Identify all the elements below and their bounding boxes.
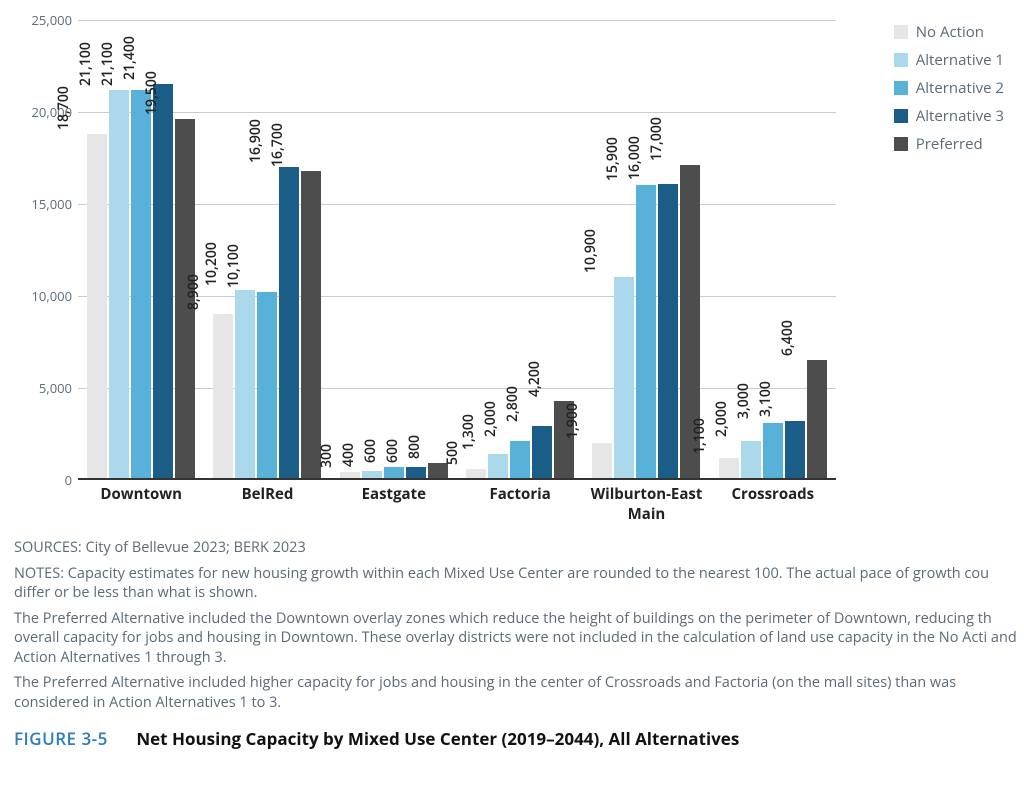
legend-label: Alternative 1 xyxy=(916,50,1004,70)
bar-alt2: 3,000 xyxy=(763,423,783,478)
bar-alt1: 10,200 xyxy=(235,290,255,478)
notes-block: SOURCES: City of Bellevue 2023; BERK 202… xyxy=(0,528,1024,713)
legend-item: Preferred xyxy=(894,134,1004,154)
bar-alt3: 3,100 xyxy=(785,421,805,478)
bar-group: 1,90010,90015,90016,00017,000 xyxy=(583,20,709,478)
sources-line: SOURCES: City of Bellevue 2023; BERK 202… xyxy=(14,538,1024,558)
bar-preferred: 16,700 xyxy=(301,171,321,478)
bar-value-label: 18,700 xyxy=(54,86,73,134)
bar-alt1: 400 xyxy=(362,471,382,478)
legend-item: Alternative 1 xyxy=(894,50,1004,70)
bar-value-label: 800 xyxy=(405,435,424,463)
bar-no_action: 8,900 xyxy=(213,314,233,478)
bar-alt2: 600 xyxy=(384,467,404,478)
bar-value-label: 600 xyxy=(383,439,402,467)
y-tick-label: 10,000 xyxy=(20,287,72,305)
bar-alt1: 10,900 xyxy=(614,277,634,478)
legend-swatch xyxy=(894,25,908,39)
bar-group: 300400600600800 xyxy=(331,20,457,478)
bar-alt2: 21,100 xyxy=(131,90,151,478)
bar-group: 18,70021,10021,10021,40019,500 xyxy=(78,20,204,478)
plot-area: 05,00010,00015,00020,00025,000 18,70021,… xyxy=(78,20,836,480)
bar-value-label: 8,900 xyxy=(185,274,204,314)
legend-item: Alternative 3 xyxy=(894,106,1004,126)
bar-alt3: 600 xyxy=(406,467,426,478)
legend-label: No Action xyxy=(916,22,984,42)
x-axis-labels: DowntownBelRedEastgateFactoriaWilburton-… xyxy=(78,484,836,524)
bar-no_action: 500 xyxy=(466,469,486,478)
bar-value-label: 1,100 xyxy=(690,418,709,458)
bar-value-label: 1,300 xyxy=(459,414,478,454)
bar-no_action: 1,100 xyxy=(719,458,739,478)
bar-value-label: 16,700 xyxy=(269,123,288,171)
legend-item: Alternative 2 xyxy=(894,78,1004,98)
bar-alt1: 21,100 xyxy=(109,90,129,478)
bar-value-label: 21,100 xyxy=(76,42,95,90)
legend-swatch xyxy=(894,137,908,151)
bar-groups: 18,70021,10021,10021,40019,5008,90010,20… xyxy=(78,20,836,478)
category-label: Crossroads xyxy=(710,484,836,524)
note-line: The Preferred Alternative included highe… xyxy=(14,673,1024,712)
bar-no_action: 300 xyxy=(340,472,360,478)
y-tick-label: 15,000 xyxy=(20,195,72,213)
bar-value-label: 2,000 xyxy=(712,401,731,441)
bar-value-label: 600 xyxy=(361,439,380,467)
note-line: The Preferred Alternative included the D… xyxy=(14,609,1024,668)
legend-label: Alternative 2 xyxy=(916,78,1004,98)
y-tick-label: 0 xyxy=(20,471,72,489)
legend-swatch xyxy=(894,109,908,123)
bar-no_action: 18,700 xyxy=(87,134,107,478)
bar-value-label: 21,400 xyxy=(120,36,139,84)
bar-value-label: 10,200 xyxy=(203,242,222,290)
figure-title: Net Housing Capacity by Mixed Use Center… xyxy=(136,727,739,750)
bar-value-label: 10,900 xyxy=(582,230,601,278)
bar-alt1: 1,300 xyxy=(488,454,508,478)
y-tick-label: 5,000 xyxy=(20,379,72,397)
bar-value-label: 1,900 xyxy=(564,403,583,443)
bar-alt3: 16,900 xyxy=(279,167,299,478)
bar-no_action: 1,900 xyxy=(592,443,612,478)
bar-value-label: 19,500 xyxy=(142,71,161,119)
bar-group: 1,1002,0003,0003,1006,400 xyxy=(710,20,836,478)
figure-number: FIGURE 3-5 xyxy=(14,727,108,750)
bar-value-label: 6,400 xyxy=(778,320,797,360)
category-label: Wilburton-East Main xyxy=(583,484,709,524)
bar-value-label: 21,100 xyxy=(98,42,117,90)
category-label: BelRed xyxy=(204,484,330,524)
bar-alt1: 2,000 xyxy=(741,441,761,478)
bar-value-label: 400 xyxy=(339,443,358,471)
legend-label: Alternative 3 xyxy=(916,106,1004,126)
legend-swatch xyxy=(894,53,908,67)
figure-caption: FIGURE 3-5 Net Housing Capacity by Mixed… xyxy=(0,719,1024,750)
bar-value-label: 4,200 xyxy=(525,361,544,401)
bar-alt3: 21,400 xyxy=(153,84,173,478)
bar-alt2: 2,000 xyxy=(510,441,530,478)
bar-value-label: 15,900 xyxy=(604,138,623,186)
category-label: Factoria xyxy=(457,484,583,524)
bar-value-label: 10,100 xyxy=(225,244,244,292)
bar-alt3: 16,000 xyxy=(658,184,678,478)
legend-label: Preferred xyxy=(916,134,983,154)
bar-value-label: 16,900 xyxy=(247,119,266,167)
category-label: Eastgate xyxy=(331,484,457,524)
bar-alt2: 10,100 xyxy=(257,292,277,478)
bar-value-label: 17,000 xyxy=(648,117,667,165)
legend-swatch xyxy=(894,81,908,95)
bar-alt3: 2,800 xyxy=(532,426,552,478)
bar-value-label: 2,800 xyxy=(503,387,522,427)
bar-alt2: 15,900 xyxy=(636,185,656,478)
bar-value-label: 16,000 xyxy=(626,136,645,184)
bar-value-label: 2,000 xyxy=(481,401,500,441)
note-line: NOTES: Capacity estimates for new housin… xyxy=(14,564,1024,603)
legend: No Action Alternative 1 Alternative 2 Alter… xyxy=(894,22,1004,162)
legend-item: No Action xyxy=(894,22,1004,42)
bar-value-label: 300 xyxy=(317,444,336,472)
bar-value-label: 3,000 xyxy=(734,383,753,423)
category-label: Downtown xyxy=(78,484,204,524)
y-tick-label: 25,000 xyxy=(20,11,72,29)
bar-value-label: 3,100 xyxy=(756,381,775,421)
bar-preferred: 6,400 xyxy=(807,360,827,478)
bar-group: 8,90010,20010,10016,90016,700 xyxy=(204,20,330,478)
chart-container: 05,00010,00015,00020,00025,000 18,70021,… xyxy=(0,0,1024,528)
